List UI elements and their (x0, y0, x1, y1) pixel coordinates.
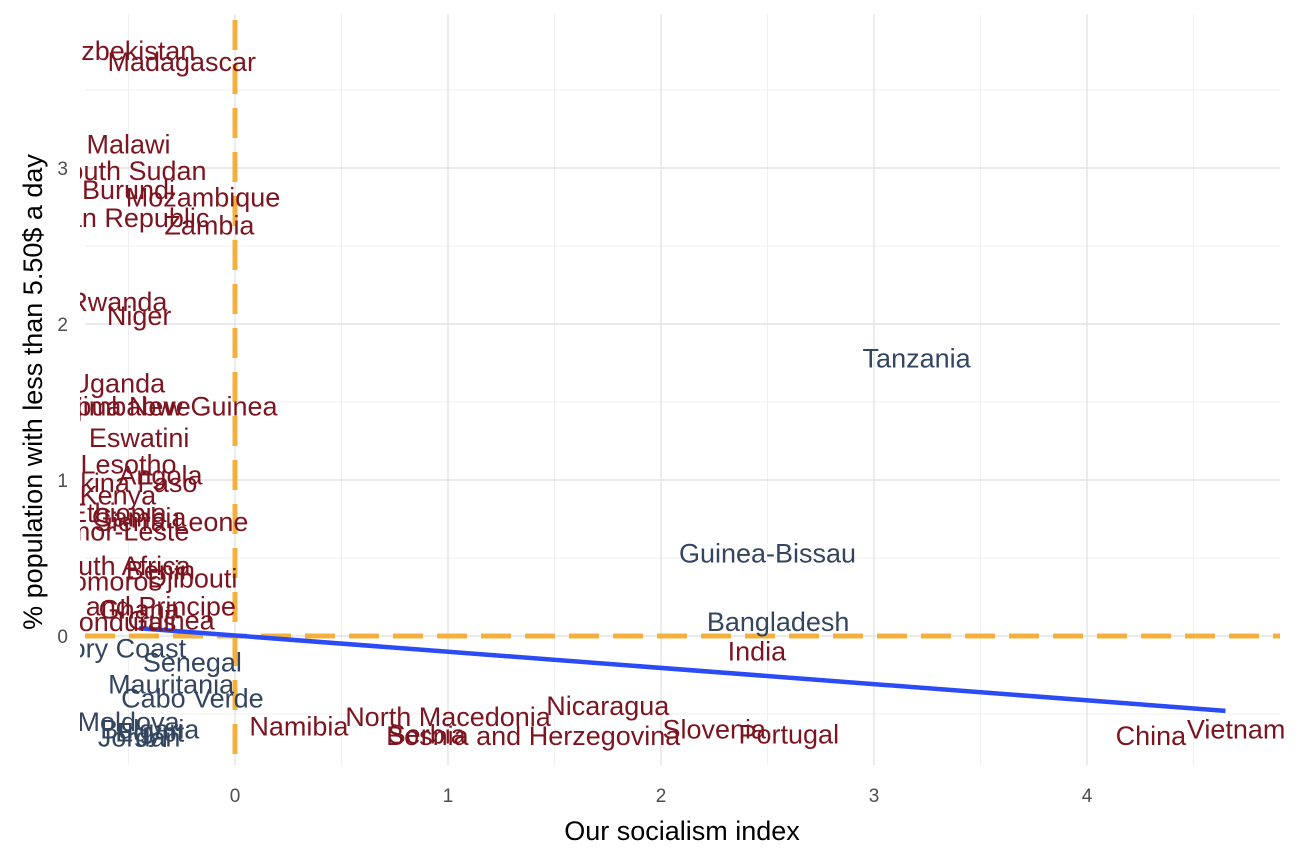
country-label: Guinea-Bissau (679, 538, 856, 568)
country-label: South Africa (45, 551, 192, 581)
country-label: India (728, 637, 788, 667)
country-label: Serbia (388, 719, 467, 749)
country-label: Kenya (80, 481, 158, 511)
y-tick-label: 3 (57, 159, 68, 180)
x-tick-label: 2 (656, 786, 667, 807)
country-label: Djibouti (147, 563, 237, 593)
y-tick-label: 2 (57, 315, 68, 336)
country-label: Honduras (59, 607, 176, 637)
country-label: Niger (107, 301, 172, 331)
country-label: Guinea (128, 605, 216, 635)
country-label: Papua New Guinea (43, 392, 278, 422)
country-label: Sao Tome and Principe (0, 591, 236, 621)
country-label: Mozambique (126, 183, 281, 213)
country-label: Slovenia (662, 715, 767, 745)
country-label: Zambia (164, 211, 255, 241)
regression-line (138, 625, 1226, 714)
country-label: Malawi (86, 130, 170, 160)
country-label: Bangladesh (707, 607, 850, 637)
country-label: Senegal (143, 648, 242, 678)
country-label: Vietnam (1187, 715, 1286, 745)
country-label: Ivory Coast (50, 633, 187, 663)
country-label: Uzbekistan (62, 36, 196, 66)
country-label: South Sudan (50, 156, 206, 186)
country-label: Egypt (115, 718, 185, 748)
y-tick-label: 1 (57, 471, 68, 492)
country-label: Jordan (98, 722, 181, 752)
country-label: Angola (118, 460, 203, 490)
country-label: China (1116, 721, 1188, 751)
major-gridlines (85, 14, 1280, 765)
country-label: Mauritania (108, 669, 235, 699)
x-tick-label: 1 (443, 786, 454, 807)
country-label: North Macedonia (345, 702, 552, 732)
country-label: Madagascar (107, 47, 256, 77)
country-label: Ghana (99, 594, 181, 624)
country-label: Central African Republic (0, 203, 209, 233)
country-label: Namibia (249, 711, 349, 741)
country-label: Timor-Leste (46, 516, 189, 546)
y-axis-title: % population with less than 5.50$ a day (18, 154, 48, 630)
country-label: Moldova (77, 707, 180, 737)
x-tick-label: 3 (869, 786, 880, 807)
country-label: Portugal (739, 719, 840, 749)
country-label: Bulgaria (100, 715, 200, 745)
country-label: Rwanda (68, 287, 168, 317)
country-label: Comoros (52, 566, 162, 596)
y-axis-ticks: 0 1 2 3 (57, 159, 68, 648)
country-label: Ethiopia (69, 498, 168, 528)
trend-line (138, 625, 1226, 714)
country-label: Zimbabwe (66, 392, 191, 422)
country-label: Gambia (92, 502, 188, 532)
country-label: Sierra Leone (94, 507, 249, 537)
reference-lines (85, 20, 1280, 765)
country-label: Tanzania (863, 343, 972, 373)
country-label: Burkina Faso (38, 468, 197, 498)
country-label: Lesotho (80, 449, 176, 479)
country-label: Benin (126, 555, 195, 585)
x-axis-ticks: 0 1 2 3 4 (230, 786, 1093, 807)
country-label: Cabo Verde (121, 683, 264, 713)
country-label: Bosnia and Herzegovina (386, 721, 681, 751)
minor-gridlines (85, 14, 1280, 765)
country-label: Nicaragua (546, 691, 670, 721)
y-tick-label: 0 (57, 627, 68, 648)
country-label: Burundi (82, 175, 175, 205)
x-tick-label: 0 (230, 786, 241, 807)
x-axis-title: Our socialism index (564, 816, 800, 846)
country-label: Uganda (71, 368, 167, 398)
x-tick-label: 4 (1082, 786, 1093, 807)
country-label: Eswatini (89, 423, 190, 453)
